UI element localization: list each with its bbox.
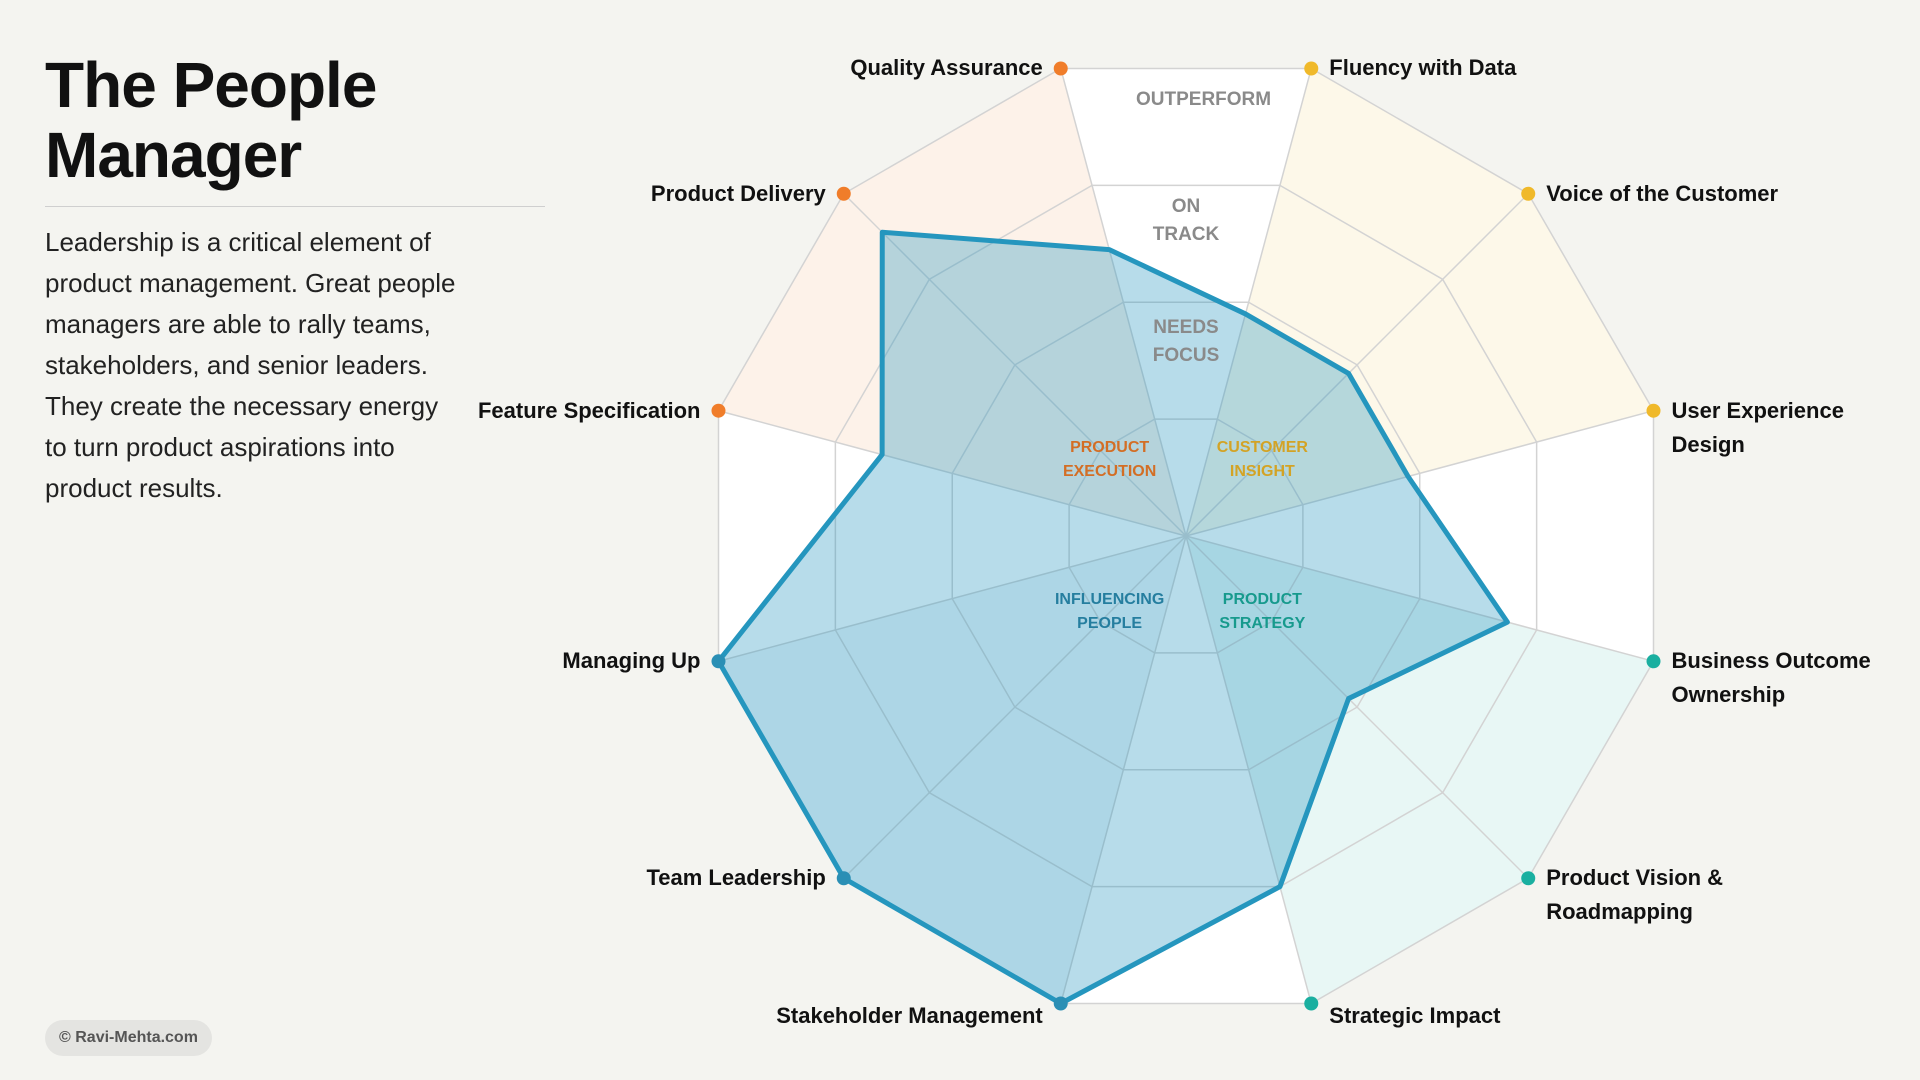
axis-label: Quality Assurance [850, 55, 1043, 81]
axis-label: User Experience Design [1671, 397, 1844, 457]
group-label: CUSTOMER INSIGHT [1216, 438, 1308, 480]
group-label: PRODUCT STRATEGY [1219, 591, 1306, 633]
axis-dot [1053, 61, 1068, 76]
axis-label: Fluency with Data [1329, 55, 1517, 81]
axis-dot [836, 871, 851, 886]
axis-dot [1646, 654, 1661, 669]
spoke [843, 193, 1187, 537]
axis-label: Business Outcome Ownership [1671, 648, 1871, 708]
axis-dot [1304, 996, 1319, 1011]
group-label: PRODUCT EXECUTION [1062, 438, 1157, 480]
axis-label: Voice of the Customer [1546, 180, 1779, 206]
group-label: INFLUENCING PEOPLE [1054, 591, 1165, 633]
axis-dot [711, 654, 726, 669]
axis-label: Product Delivery [650, 180, 826, 206]
title: The People Manager [45, 49, 377, 191]
zone-label: OUTPERFORM [1136, 89, 1272, 111]
spoke [1060, 535, 1187, 1004]
spoke [1185, 193, 1529, 537]
axis-label: Feature Specification [477, 397, 701, 423]
zone-label: NEEDS FOCUS [1152, 317, 1220, 367]
description: Leadership is a critical element of prod… [45, 227, 456, 503]
axis-label: Managing Up [562, 648, 701, 674]
axis-label: Strategic Impact [1329, 1002, 1501, 1028]
axis-dot [1521, 871, 1536, 886]
spoke [1185, 535, 1312, 1004]
axis-label: Product Vision & Roadmapping [1546, 865, 1724, 925]
spoke [1185, 535, 1529, 879]
axis-dot [1646, 403, 1661, 418]
spoke [1185, 68, 1312, 537]
axis-label: Stakeholder Management [776, 1002, 1043, 1028]
axis-dot [1304, 61, 1319, 76]
spoke [718, 410, 1187, 537]
credit: © Ravi-Mehta.com [45, 1020, 212, 1056]
spoke [843, 535, 1187, 879]
divider [45, 206, 545, 207]
axis-label: Team Leadership [646, 865, 826, 891]
spoke [1185, 410, 1654, 537]
spoke [1060, 68, 1187, 537]
axis-dot [1053, 996, 1068, 1011]
axis-dot [836, 186, 851, 201]
axis-dot [711, 403, 726, 418]
spoke [1185, 535, 1654, 662]
spoke [718, 535, 1187, 662]
zone-label: ON TRACK [1152, 196, 1220, 246]
axis-dot [1521, 186, 1536, 201]
